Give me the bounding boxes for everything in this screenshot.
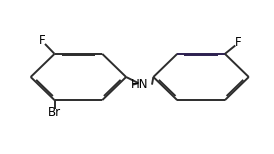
Text: F: F <box>38 34 45 47</box>
Text: HN: HN <box>131 78 149 91</box>
Text: F: F <box>235 36 242 49</box>
Text: Br: Br <box>48 106 61 119</box>
